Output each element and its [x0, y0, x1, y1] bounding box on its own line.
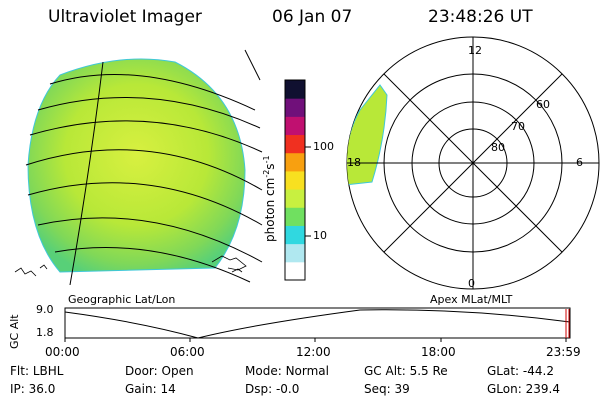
colorbar-band [285, 261, 305, 281]
timeline-xtick-2359: 23:59 [546, 345, 581, 359]
header-date: 06 Jan 07 [272, 7, 353, 27]
mlt-label-18: 18 [347, 156, 361, 169]
info-glon: GLon: 239.4 [487, 382, 560, 396]
info-gc-alt: GC Alt: 5.5 Re [364, 364, 448, 378]
info-filter: Flt: LBHL [10, 364, 64, 378]
timeline-plot [64, 307, 571, 342]
altitude-curve [64, 309, 571, 339]
timeline-xtick-0600: 06:00 [170, 345, 205, 359]
colorbar-band [285, 116, 305, 136]
timeline-xtick-1800: 18:00 [421, 345, 456, 359]
colorbar-band [285, 98, 305, 117]
colorbar-band [285, 243, 305, 263]
info-glat: GLat: -44.2 [487, 364, 554, 378]
mlt-label-0: 0 [468, 277, 475, 290]
info-door: Door: Open [125, 364, 194, 378]
info-gain: Gain: 14 [125, 382, 176, 396]
polar-panel-label: Apex MLat/MLT [430, 293, 513, 306]
polar-plot [346, 36, 600, 290]
timeline-xtick-1200: 12:00 [296, 345, 331, 359]
info-dsp: Dsp: -0.0 [245, 382, 300, 396]
uv-image-disk [27, 58, 246, 273]
colorbar-band [285, 225, 305, 245]
mlt-label-6: 6 [576, 156, 583, 169]
colorbar-band [285, 170, 305, 190]
info-mode: Mode: Normal [245, 364, 329, 378]
colorbar-band [285, 134, 305, 154]
colorbar [284, 79, 311, 281]
coastline-fragments [14, 255, 247, 277]
timeline-ytick-1-8: 1.8 [36, 326, 54, 339]
colorbar-band [285, 80, 305, 99]
app-title: Ultraviolet Imager [48, 7, 202, 27]
lat-label-70: 70 [511, 120, 525, 133]
mlt-label-12: 12 [468, 44, 482, 57]
colorbar-band [285, 189, 305, 208]
colorbar-tick-10: 10 [313, 229, 327, 242]
colorbar-tick-100: 100 [313, 140, 334, 153]
lat-label-60: 60 [536, 98, 550, 111]
colorbar-band [285, 152, 305, 172]
lat-label-80: 80 [491, 141, 505, 154]
graticule-lines [25, 49, 263, 285]
geo-panel-label: Geographic Lat/Lon [68, 293, 176, 306]
timeline-xtick-0000: 00:00 [45, 345, 80, 359]
colorbar-band [285, 207, 305, 226]
timeline-axis-label: GC Alt [8, 314, 21, 349]
info-seq: Seq: 39 [364, 382, 410, 396]
info-ip: IP: 36.0 [10, 382, 56, 396]
header-time: 23:48:26 UT [428, 7, 533, 27]
timeline-ytick-9: 9.0 [36, 303, 54, 316]
colorbar-unit-label: photon cm-2s-1 [262, 155, 277, 242]
polar-aurora-patch [347, 84, 388, 186]
geo-image-panel [14, 49, 263, 285]
